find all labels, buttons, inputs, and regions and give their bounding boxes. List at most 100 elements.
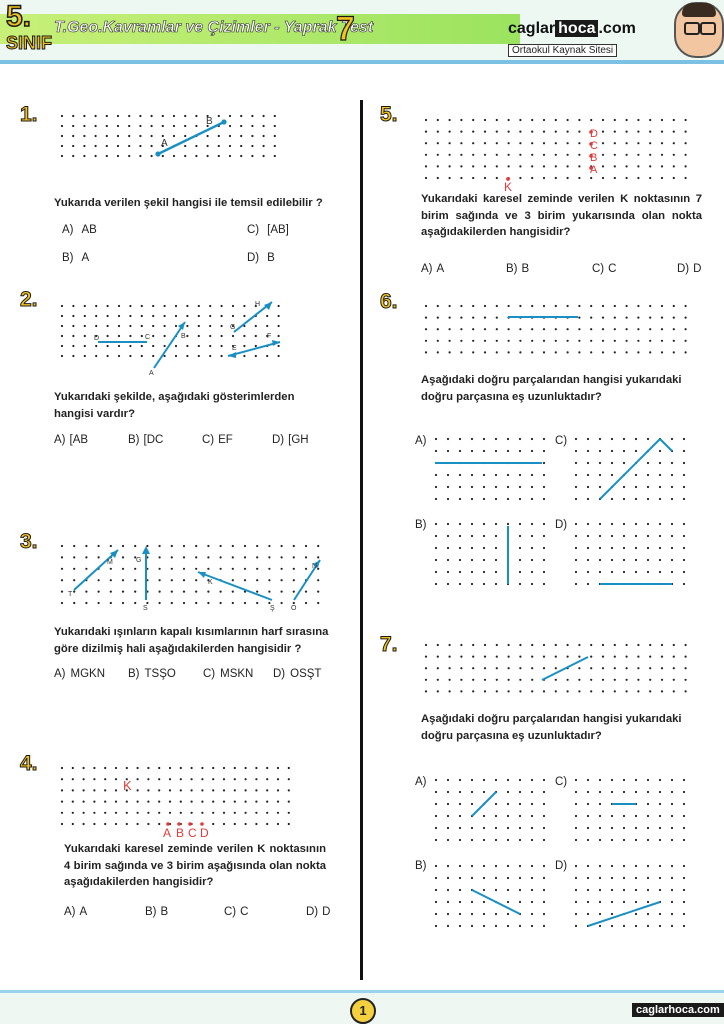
grid-dot bbox=[542, 461, 546, 465]
grid-dot bbox=[276, 789, 280, 792]
q6-option-a[interactable]: A) bbox=[415, 435, 427, 447]
grid-dot bbox=[622, 437, 626, 441]
q6-choice-b-grid bbox=[434, 522, 546, 586]
grid-dot bbox=[109, 601, 112, 605]
q2-option-c[interactable]: C) EF bbox=[202, 434, 233, 446]
q1-option-d[interactable]: D) B bbox=[247, 252, 275, 264]
q7-option-c[interactable]: C) bbox=[555, 776, 567, 788]
grid-dot bbox=[574, 924, 578, 928]
grid-dot bbox=[682, 437, 686, 441]
grid-dot bbox=[190, 766, 193, 770]
q5-option-c[interactable]: C) C bbox=[592, 263, 616, 275]
q2-option-d[interactable]: D) [GH bbox=[272, 434, 309, 446]
q4-option-d[interactable]: D) D bbox=[306, 906, 330, 918]
q4-option-a[interactable]: A) A bbox=[64, 906, 87, 918]
grid-dot bbox=[483, 153, 487, 156]
grid-dot bbox=[586, 546, 590, 550]
grid-dot bbox=[240, 124, 243, 128]
q3-option-c[interactable]: C) MSKN bbox=[203, 668, 253, 680]
grid-dot bbox=[470, 546, 474, 550]
grid-dot bbox=[684, 176, 687, 180]
grid-dot bbox=[530, 570, 534, 574]
grid-dot bbox=[94, 154, 97, 158]
grid-dot bbox=[601, 339, 605, 342]
q3-option-b[interactable]: B) TSŞO bbox=[128, 668, 176, 680]
grid-dot bbox=[266, 766, 269, 770]
grid-dot bbox=[598, 924, 602, 928]
grid-dot bbox=[518, 924, 522, 928]
grid-dot bbox=[682, 900, 686, 904]
grid-dot bbox=[566, 165, 569, 168]
grid-dot bbox=[85, 544, 88, 548]
grid-dot bbox=[494, 838, 498, 842]
q6-option-c[interactable]: C) bbox=[555, 435, 567, 447]
q5-option-b[interactable]: B) B bbox=[506, 263, 529, 275]
q3-option-d[interactable]: D) OSŞT bbox=[273, 668, 321, 680]
grid-dot bbox=[574, 485, 578, 489]
grid-dot bbox=[446, 802, 450, 806]
option-letter: B) bbox=[415, 860, 427, 872]
q6-option-b[interactable]: B) bbox=[415, 519, 427, 531]
grid-dot bbox=[262, 114, 265, 118]
grid-dot bbox=[125, 778, 128, 781]
grid-dot bbox=[434, 900, 438, 904]
grid-dot bbox=[622, 814, 626, 818]
q5-option-a[interactable]: A) A bbox=[421, 263, 444, 275]
q7-option-d[interactable]: D) bbox=[555, 860, 567, 872]
grid-dot bbox=[280, 567, 283, 570]
grid-dot bbox=[139, 134, 142, 138]
grid-dot bbox=[460, 643, 463, 647]
q1-option-a[interactable]: A) AB bbox=[62, 224, 97, 236]
grid-dot bbox=[646, 864, 650, 868]
grid-dot bbox=[136, 822, 139, 826]
grid-dot bbox=[682, 546, 686, 550]
footer-site-link[interactable]: caglarhoca.com bbox=[632, 1003, 724, 1017]
q2-option-b[interactable]: B) [DC bbox=[128, 434, 163, 446]
grid-dot bbox=[637, 328, 640, 331]
grid-dot bbox=[460, 176, 463, 180]
grid-dot bbox=[470, 876, 474, 880]
q2-option-a[interactable]: A) [AB bbox=[54, 434, 88, 446]
q5-answer-points bbox=[589, 130, 593, 170]
grid-dot bbox=[601, 328, 605, 331]
grid-dot bbox=[506, 912, 510, 916]
grid-dot bbox=[268, 601, 271, 605]
grid-dot bbox=[682, 802, 686, 806]
q5-option-d[interactable]: D) D bbox=[677, 263, 701, 275]
q4-option-b[interactable]: B) B bbox=[145, 906, 168, 918]
grid-dot bbox=[625, 690, 628, 693]
grid-dot bbox=[601, 643, 605, 647]
grid-dot bbox=[670, 826, 674, 830]
grid-dot bbox=[139, 114, 142, 118]
grid-dot bbox=[446, 582, 450, 586]
q7-option-b[interactable]: B) bbox=[415, 860, 427, 872]
grid-dot bbox=[625, 339, 628, 342]
grid-dot bbox=[578, 678, 581, 681]
grid-dot bbox=[578, 655, 581, 658]
grid-dot bbox=[244, 811, 247, 814]
grid-dot bbox=[622, 461, 626, 465]
grid-dot bbox=[448, 130, 451, 133]
grid-dot bbox=[670, 570, 674, 574]
q7-option-a[interactable]: A) bbox=[415, 776, 427, 788]
q4-option-c[interactable]: C) C bbox=[224, 906, 248, 918]
grid-dot bbox=[233, 789, 236, 792]
grid-dot bbox=[649, 328, 652, 331]
grid-dot bbox=[472, 643, 475, 647]
grid-dot bbox=[424, 690, 428, 693]
grid-dot bbox=[436, 690, 439, 693]
grid-dot bbox=[83, 114, 86, 118]
grid-dot bbox=[197, 354, 200, 358]
q3-option-a[interactable]: A) MGKN bbox=[54, 668, 105, 680]
grid-dot bbox=[273, 124, 276, 128]
q6-option-d[interactable]: D) bbox=[555, 519, 567, 531]
q1-option-c[interactable]: C) [AB] bbox=[247, 224, 289, 236]
grid-dot bbox=[507, 351, 510, 354]
grid-dot bbox=[494, 522, 498, 526]
grid-dot bbox=[658, 814, 662, 818]
grid-dot bbox=[152, 324, 155, 328]
grid-dot bbox=[482, 485, 486, 489]
grid-dot bbox=[646, 473, 650, 477]
q1-option-b[interactable]: B) A bbox=[62, 252, 89, 264]
grid-dot bbox=[256, 544, 259, 548]
